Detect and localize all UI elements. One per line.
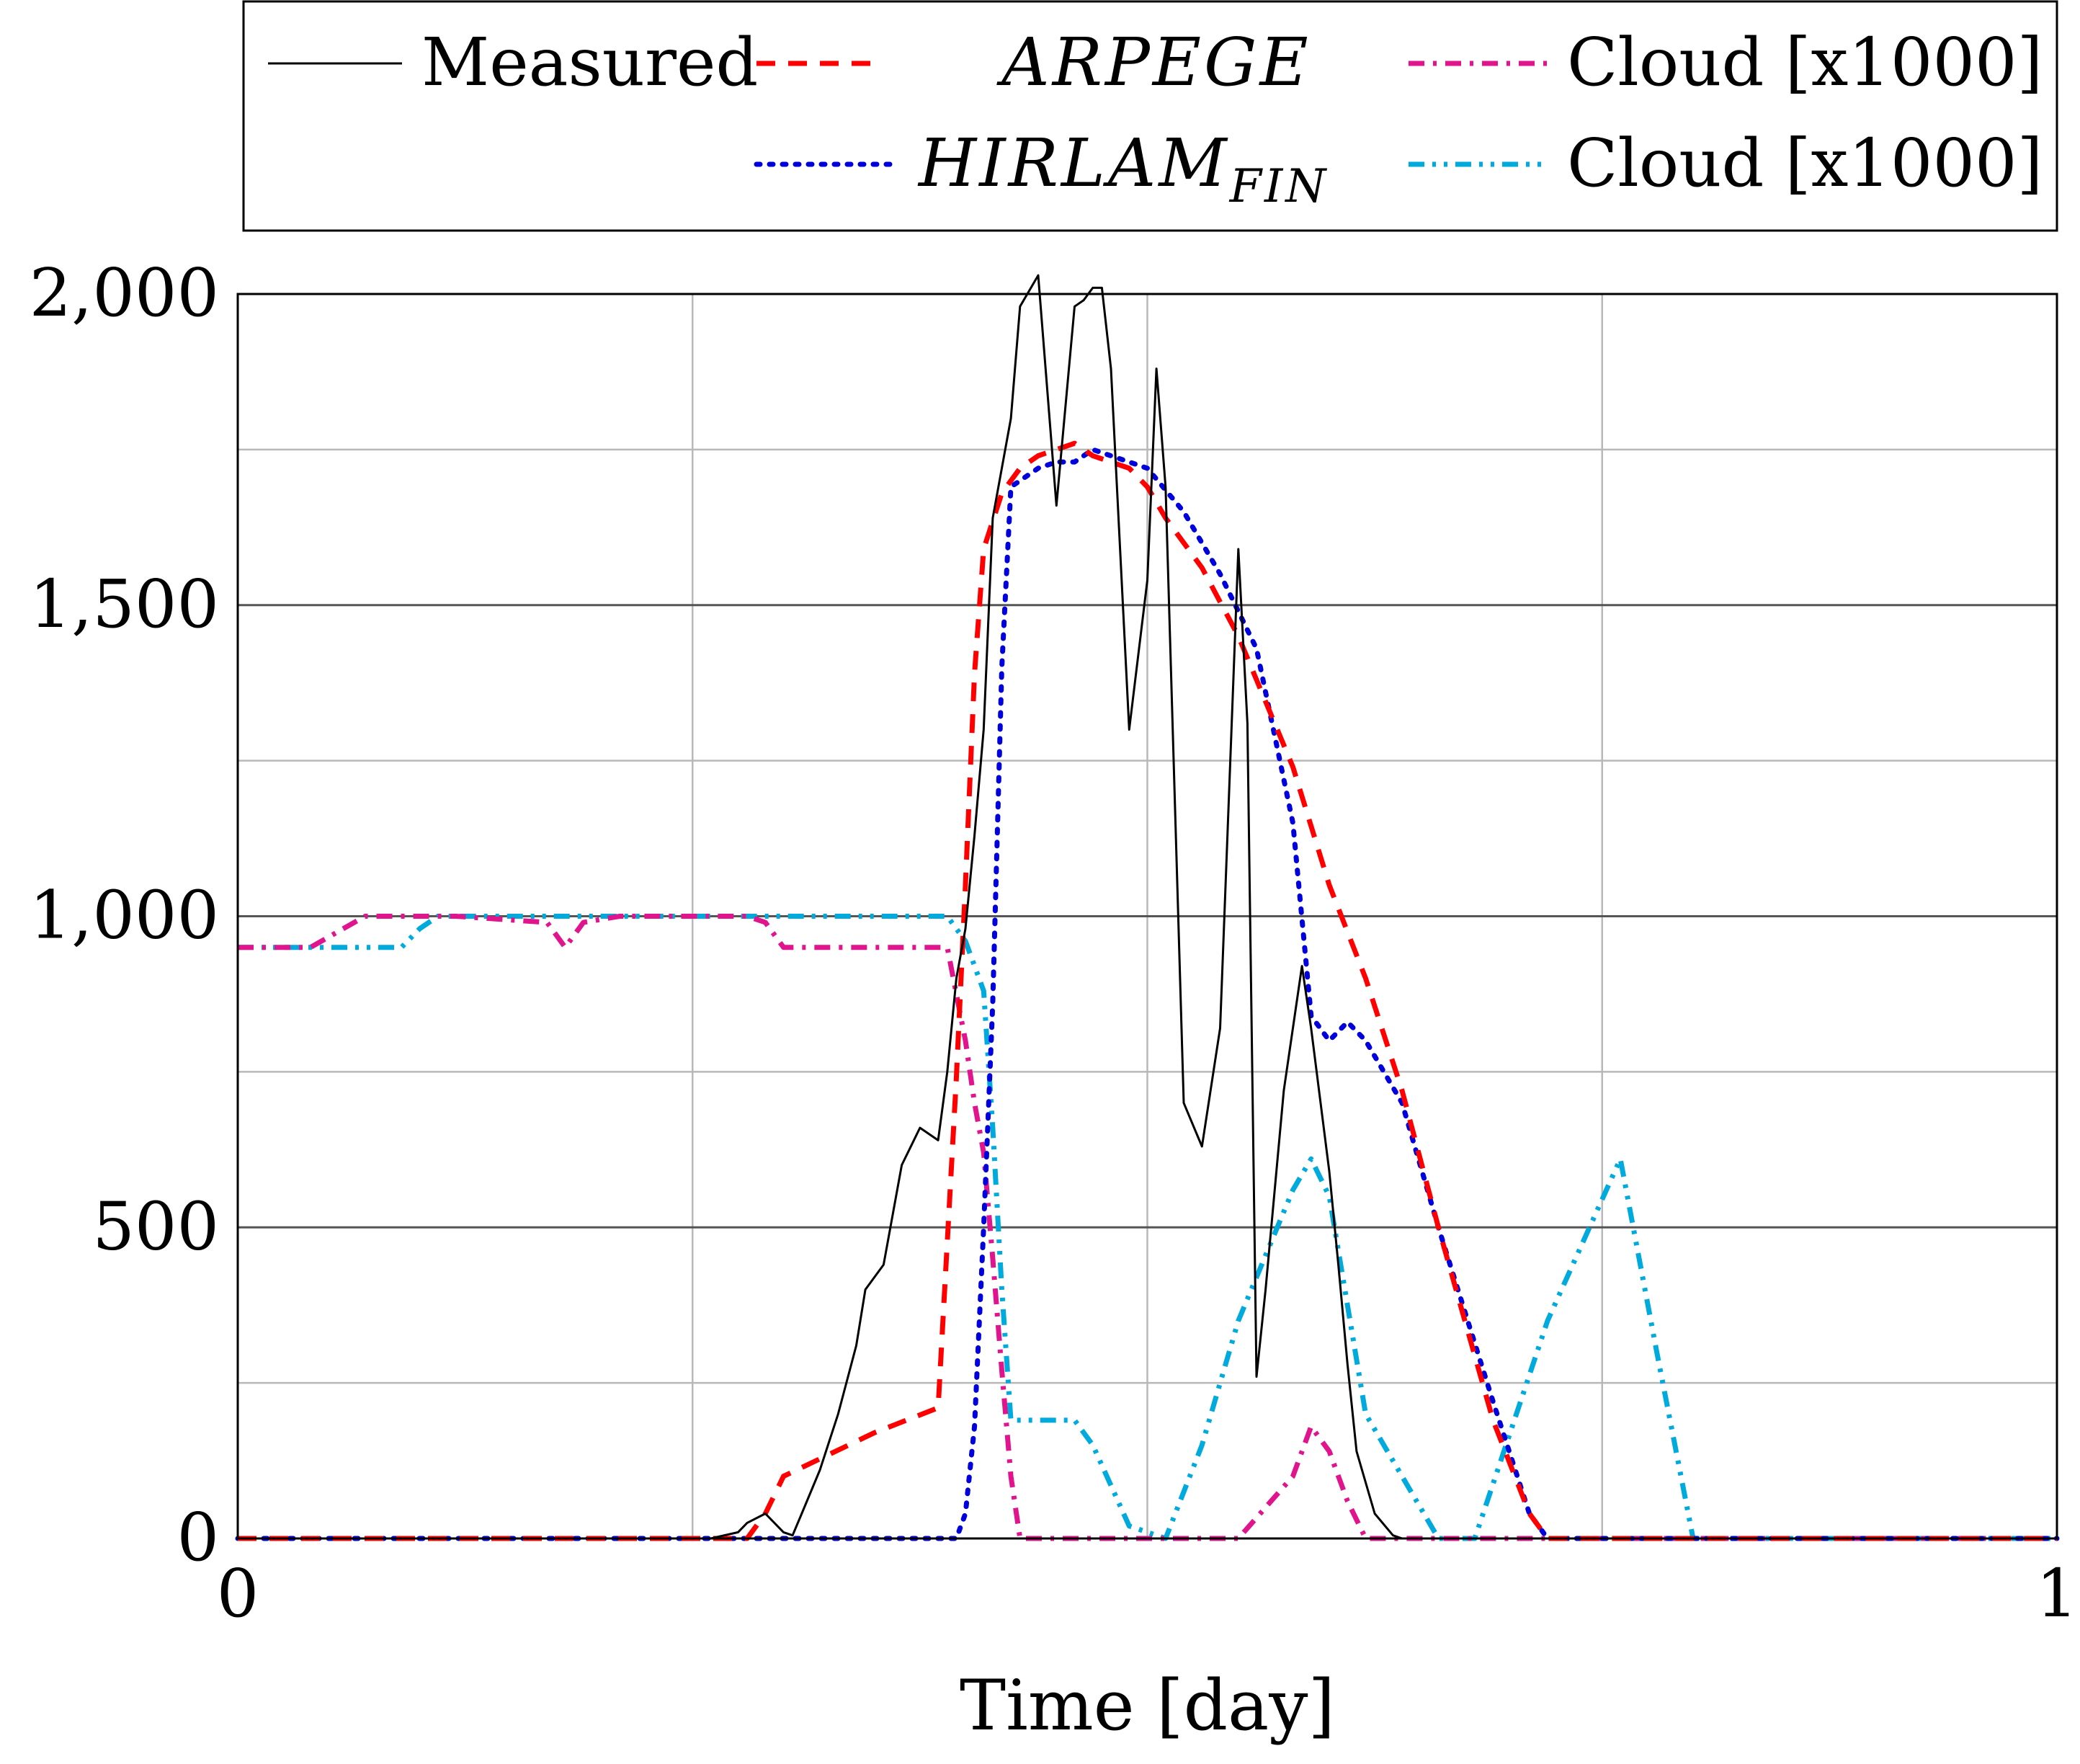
- x-axis-title: Time [day]: [960, 1665, 1335, 1746]
- x-tick-label: 0: [217, 1555, 259, 1632]
- series-line-2: [238, 440, 2057, 1541]
- series-line-3: [235, 447, 2060, 1541]
- legend-label-4: Cloud [x1000]: [1567, 24, 2043, 101]
- y-tick-label: 1,500: [30, 566, 219, 643]
- y-tick-label: 1,000: [30, 877, 219, 954]
- series-lines: [235, 274, 2060, 1541]
- y-tick-label: 0: [177, 1499, 219, 1576]
- tick-labels: 0 500 1,000 1,500 2,000 0 1: [30, 254, 2079, 1632]
- legend: Measured ARPEGE Cloud [x1000] HIRLAMFIN Clou…: [242, 0, 2058, 232]
- x-tick-label: 1: [2036, 1555, 2079, 1632]
- legend-label-3: HIRLAMFIN: [917, 125, 1329, 213]
- series-line-1: [238, 274, 2057, 1540]
- y-tick-label: 2,000: [30, 254, 219, 331]
- legend-label-2: ARPEGE: [996, 24, 1311, 101]
- legend-label-5: Cloud [x1000]: [1567, 125, 2043, 202]
- series-line-4: [238, 914, 2057, 1541]
- legend-box: [242, 0, 2058, 232]
- plot-frame: [236, 293, 2058, 1540]
- legend-label-1: Measured: [421, 24, 758, 101]
- y-tick-label: 500: [92, 1188, 219, 1265]
